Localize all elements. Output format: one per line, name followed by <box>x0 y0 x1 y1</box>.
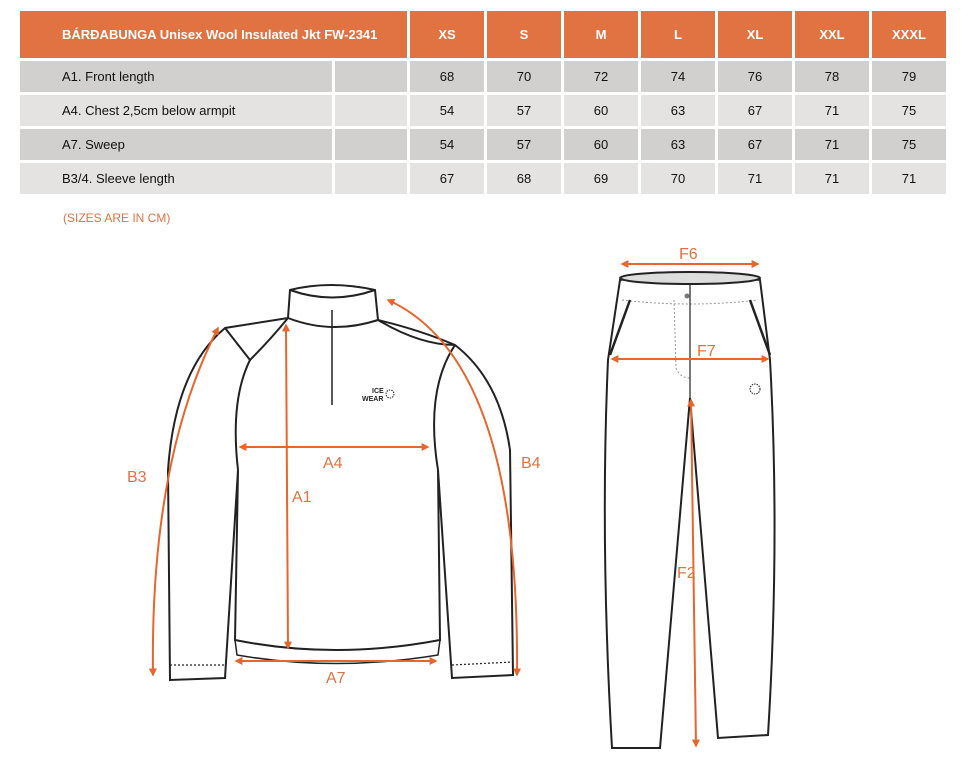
size-header: S <box>487 11 561 58</box>
blank-cell <box>335 163 407 194</box>
size-value: 71 <box>795 129 869 160</box>
size-value: 76 <box>718 61 792 92</box>
size-value: 70 <box>641 163 715 194</box>
size-value: 75 <box>872 95 946 126</box>
button-icon <box>684 293 690 299</box>
size-header: XL <box>718 11 792 58</box>
f7-label: F7 <box>697 343 716 360</box>
blank-cell <box>335 95 407 126</box>
blank-cell <box>335 129 407 160</box>
size-value: 60 <box>564 95 638 126</box>
size-value: 74 <box>641 61 715 92</box>
measurement-label: B3/4. Sleeve length <box>20 163 332 194</box>
measurement-label: A4. Chest 2,5cm below armpit <box>20 95 332 126</box>
size-header: XXXL <box>872 11 946 58</box>
size-value: 67 <box>718 129 792 160</box>
size-value: 63 <box>641 129 715 160</box>
a1-arrow <box>282 323 292 650</box>
size-value: 70 <box>487 61 561 92</box>
size-value: 79 <box>872 61 946 92</box>
header-row: BÁRÐABUNGA Unisex Wool Insulated Jkt FW-… <box>20 11 946 58</box>
size-value: 75 <box>872 129 946 160</box>
table-row: A7. Sweep 54 57 60 63 67 71 75 <box>20 129 946 160</box>
size-value: 71 <box>795 95 869 126</box>
size-header: XS <box>410 11 484 58</box>
units-note: (SIZES ARE IN CM) <box>63 211 171 225</box>
product-title: BÁRÐABUNGA Unisex Wool Insulated Jkt FW-… <box>20 11 407 58</box>
a7-label: A7 <box>326 670 346 687</box>
b4-arrow <box>386 299 522 677</box>
a1-label: A1 <box>292 489 312 506</box>
f2-arrow <box>687 398 700 748</box>
snowflake-logo-icon <box>749 383 761 395</box>
size-value: 68 <box>410 61 484 92</box>
logo-text: WEAR <box>362 396 383 403</box>
size-value: 57 <box>487 95 561 126</box>
table-row: A4. Chest 2,5cm below armpit 54 57 60 63 67 71… <box>20 95 946 126</box>
size-value: 67 <box>718 95 792 126</box>
size-header: L <box>641 11 715 58</box>
size-value: 57 <box>487 129 561 160</box>
size-chart-table: BÁRÐABUNGA Unisex Wool Insulated Jkt FW-… <box>17 8 949 197</box>
size-value: 71 <box>872 163 946 194</box>
pants-drawing <box>603 271 776 749</box>
a4-label: A4 <box>323 455 343 472</box>
logo-text: ICE <box>372 388 384 395</box>
size-header: XXL <box>795 11 869 58</box>
size-value: 78 <box>795 61 869 92</box>
size-value: 67 <box>410 163 484 194</box>
size-value: 71 <box>718 163 792 194</box>
f6-label: F6 <box>679 246 698 263</box>
size-value: 68 <box>487 163 561 194</box>
size-value: 69 <box>564 163 638 194</box>
size-value: 71 <box>795 163 869 194</box>
size-value: 60 <box>564 129 638 160</box>
table-row: A1. Front length 68 70 72 74 76 78 79 <box>20 61 946 92</box>
f2-label: F2 <box>677 565 696 582</box>
size-header: M <box>564 11 638 58</box>
blank-cell <box>335 61 407 92</box>
b3-label: B3 <box>127 469 147 486</box>
measurement-label: A7. Sweep <box>20 129 332 160</box>
table-row: B3/4. Sleeve length 67 68 69 70 71 71 71 <box>20 163 946 194</box>
jacket-drawing <box>166 284 515 682</box>
b3-arrow <box>148 326 219 677</box>
size-value: 63 <box>641 95 715 126</box>
size-value: 54 <box>410 95 484 126</box>
size-value: 72 <box>564 61 638 92</box>
measurement-label: A1. Front length <box>20 61 332 92</box>
size-value: 54 <box>410 129 484 160</box>
b4-label: B4 <box>521 455 541 472</box>
